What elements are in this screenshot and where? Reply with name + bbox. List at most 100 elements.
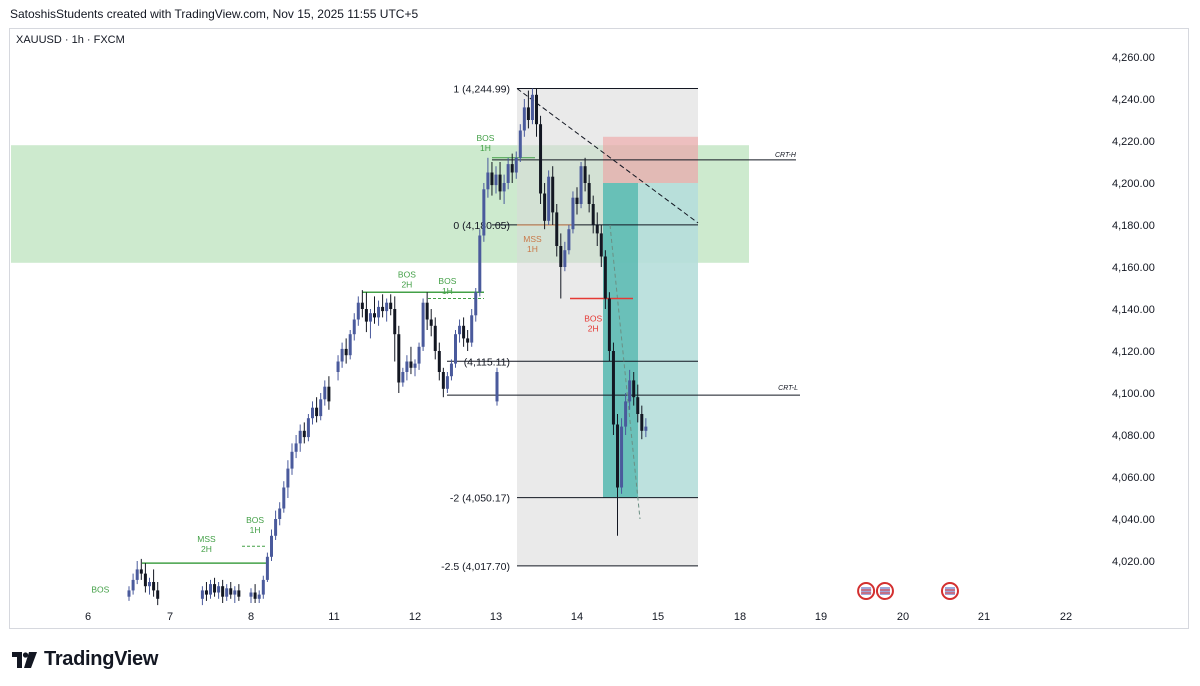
structure-sublabel: 2H	[401, 280, 412, 290]
candle-body	[575, 197, 579, 204]
candle-body	[143, 573, 147, 587]
x-axis-tick-label: 12	[409, 611, 421, 623]
candle-body	[498, 174, 502, 192]
y-axis-tick-label: 4,140.00	[1112, 304, 1155, 316]
chart-attribution: SatoshisStudents created with TradingVie…	[10, 7, 419, 21]
candle-body	[478, 235, 482, 293]
candle-body	[551, 176, 555, 213]
fib-level-label: 1 (4,244.99)	[453, 84, 510, 96]
candle-body	[579, 166, 583, 204]
tradingview-logo-icon	[12, 651, 37, 668]
y-axis-tick-label: 4,040.00	[1112, 514, 1155, 526]
candle-body	[632, 380, 636, 398]
candle-body	[518, 130, 522, 158]
structure-label: MSS	[523, 234, 542, 244]
y-axis-tick-label: 4,120.00	[1112, 346, 1155, 358]
candle-body	[323, 386, 327, 400]
candle-body	[298, 430, 302, 444]
structure-sublabel: 1H	[250, 525, 261, 535]
candle-body	[470, 315, 474, 343]
x-axis-tick-label: 7	[167, 611, 173, 623]
candle-body	[607, 298, 611, 351]
candle-body	[555, 212, 559, 246]
structure-label: BOS	[91, 585, 109, 595]
candle-body	[413, 363, 417, 368]
x-axis-tick-label: 14	[571, 611, 583, 623]
x-axis-tick-label: 19	[815, 611, 827, 623]
y-axis-tick-label: 4,220.00	[1112, 136, 1155, 148]
candle-body	[127, 590, 131, 597]
candle-body	[506, 164, 510, 183]
candle-body	[603, 256, 607, 299]
candle-body	[462, 325, 466, 339]
candle-body	[454, 334, 457, 364]
candle-body	[139, 569, 143, 574]
candle-body	[156, 590, 160, 599]
candle-body	[624, 401, 628, 427]
candle-body	[200, 590, 204, 599]
candle-body	[401, 372, 405, 383]
candle-body	[356, 302, 360, 320]
candle-body	[458, 325, 462, 335]
candle-body	[437, 351, 441, 372]
candle-body	[389, 302, 393, 309]
y-axis-tick-label: 4,200.00	[1112, 178, 1155, 190]
candle-body	[381, 306, 385, 312]
candle-body	[344, 348, 348, 356]
candle-body	[599, 233, 603, 257]
candle-body	[526, 107, 530, 120]
candle-body	[449, 363, 453, 377]
candle-body	[364, 309, 368, 322]
candle-body	[319, 399, 323, 417]
candle-body	[409, 361, 413, 368]
candle-body	[340, 348, 344, 362]
candle-body	[217, 586, 221, 593]
candle-body	[213, 584, 217, 593]
y-axis-tick-label: 4,080.00	[1112, 430, 1155, 442]
structure-label: BOS	[584, 314, 602, 324]
symbol-label: XAUUSD · 1h · FXCM	[16, 34, 125, 46]
candle-body	[495, 372, 499, 402]
x-axis-tick-label: 13	[490, 611, 502, 623]
x-axis-tick-label: 20	[897, 611, 909, 623]
candle-body	[595, 225, 599, 234]
structure-label: BOS	[246, 515, 264, 525]
x-axis-tick-label: 21	[978, 611, 990, 623]
candle-body	[425, 302, 429, 320]
candle-body	[282, 487, 286, 509]
candle-body	[336, 361, 340, 372]
candle-body	[135, 569, 139, 580]
candle-body	[482, 189, 486, 236]
y-axis-tick-label: 4,180.00	[1112, 220, 1155, 232]
candle-body	[221, 586, 225, 597]
candle-body	[274, 519, 278, 536]
candle-body	[286, 468, 290, 488]
x-axis-tick-label: 22	[1060, 611, 1072, 623]
candle-body	[306, 418, 310, 438]
candle-body	[229, 588, 233, 595]
projection-dashed-line	[609, 224, 641, 520]
candle-body	[535, 94, 538, 125]
candle-body	[510, 164, 514, 173]
candle-body	[315, 407, 319, 417]
fib-level-label: -2.5 (4,017.70)	[441, 561, 510, 573]
structure-sublabel: 1H	[527, 244, 538, 254]
candle-body	[397, 334, 401, 383]
candle-body	[636, 397, 640, 414]
structure-label: MSS	[197, 534, 216, 544]
crt-low-label: CRT-L	[778, 385, 798, 392]
candle-body	[486, 172, 490, 190]
fib-level-label: (4,115.11)	[464, 356, 510, 368]
structure-label: BOS	[476, 133, 494, 143]
candle-body	[148, 582, 151, 587]
x-axis-tick-label: 15	[652, 611, 664, 623]
candle-body	[445, 376, 449, 389]
flag-icon	[879, 587, 890, 595]
candle-body	[583, 166, 587, 183]
candle-body	[620, 426, 624, 488]
candle-body	[640, 414, 644, 431]
candle-body	[539, 124, 543, 194]
candle-body	[559, 246, 563, 267]
fib-level-label: 0 (4,180.05)	[453, 220, 510, 232]
